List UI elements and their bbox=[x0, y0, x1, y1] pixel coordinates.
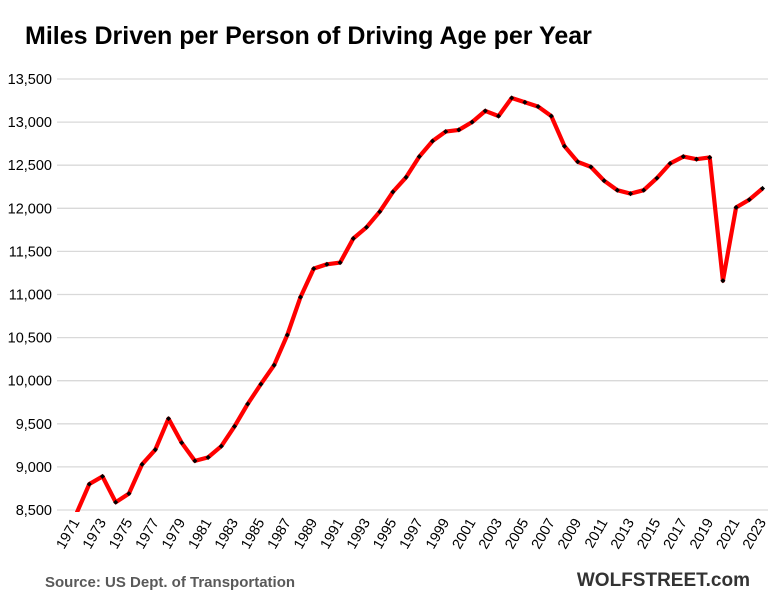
data-point bbox=[350, 235, 356, 242]
y-tick-label: 12,500 bbox=[8, 158, 52, 174]
x-tick-label: 2011 bbox=[582, 516, 611, 551]
data-point bbox=[218, 443, 224, 449]
x-tick-label: 2001 bbox=[450, 516, 480, 552]
data-point bbox=[654, 175, 660, 181]
y-tick-label: 13,000 bbox=[8, 115, 52, 131]
brand-logo-text: WOLFSTREET.com bbox=[576, 570, 750, 591]
x-tick-label: 2003 bbox=[476, 516, 506, 552]
data-point bbox=[561, 143, 568, 149]
y-tick-label: 10,000 bbox=[8, 374, 52, 390]
data-point bbox=[231, 423, 238, 429]
series-line bbox=[75, 95, 764, 512]
x-tick-label: 1983 bbox=[212, 516, 242, 552]
data-point bbox=[588, 164, 594, 170]
data-point bbox=[746, 197, 752, 203]
data-point bbox=[271, 362, 277, 368]
x-tick-label: 2017 bbox=[661, 516, 691, 552]
data-point bbox=[324, 261, 330, 267]
x-tick-label: 2019 bbox=[687, 516, 717, 552]
data-point bbox=[152, 447, 158, 453]
x-tick-label: 1973 bbox=[80, 516, 110, 552]
x-tick-label: 1997 bbox=[397, 516, 427, 552]
x-tick-label: 2007 bbox=[529, 516, 559, 552]
source-note: Source: US Dept. of Transportation bbox=[45, 574, 296, 591]
x-tick-label: 2009 bbox=[555, 516, 585, 552]
x-tick-label: 1989 bbox=[291, 516, 321, 552]
data-point bbox=[509, 95, 515, 101]
y-tick-label: 11,000 bbox=[9, 288, 52, 304]
y-tick-label: 9,000 bbox=[16, 460, 52, 476]
x-tick-label: 1981 bbox=[186, 516, 216, 552]
x-tick-label: 1977 bbox=[133, 516, 163, 552]
x-tick-label: 2005 bbox=[502, 516, 532, 552]
data-point bbox=[363, 224, 370, 230]
y-tick-label: 9,500 bbox=[16, 417, 52, 433]
data-point bbox=[165, 416, 172, 422]
data-point bbox=[469, 119, 475, 125]
data-point bbox=[720, 278, 726, 284]
data-point bbox=[192, 458, 198, 464]
data-point bbox=[179, 440, 185, 446]
x-tick-label: 1979 bbox=[159, 516, 189, 552]
chart-title: Miles Driven per Person of Driving Age p… bbox=[25, 22, 592, 50]
x-tick-label: 1995 bbox=[370, 516, 400, 552]
x-tick-label: 1975 bbox=[106, 516, 136, 552]
data-point bbox=[390, 189, 396, 195]
x-tick-label: 1985 bbox=[238, 516, 268, 552]
data-point bbox=[139, 461, 145, 467]
x-tick-label: 1999 bbox=[423, 516, 453, 552]
y-tick-label: 11,500 bbox=[9, 244, 52, 260]
data-point bbox=[86, 481, 92, 487]
x-tick-label: 1993 bbox=[344, 516, 374, 552]
data-point bbox=[456, 127, 462, 133]
y-tick-label: 10,500 bbox=[8, 331, 52, 347]
x-tick-label: 1987 bbox=[265, 516, 295, 552]
y-tick-label: 12,000 bbox=[8, 201, 52, 217]
y-tick-label: 13,500 bbox=[8, 72, 52, 88]
y-tick-label: 8,500 bbox=[16, 503, 52, 519]
data-point bbox=[205, 454, 211, 460]
x-tick-label: 2013 bbox=[608, 516, 638, 552]
data-point bbox=[416, 154, 422, 160]
data-point bbox=[337, 260, 343, 266]
x-tick-label: 1991 bbox=[318, 516, 348, 552]
data-point bbox=[311, 266, 317, 272]
x-tick-label: 2015 bbox=[634, 516, 664, 552]
data-point bbox=[297, 294, 304, 300]
x-tick-label: 2021 bbox=[714, 516, 744, 552]
x-tick-label: 1971 bbox=[54, 516, 84, 552]
data-point bbox=[258, 381, 264, 387]
x-tick-label: 2023 bbox=[740, 516, 768, 552]
data-point bbox=[284, 332, 290, 338]
data-point bbox=[245, 401, 251, 407]
